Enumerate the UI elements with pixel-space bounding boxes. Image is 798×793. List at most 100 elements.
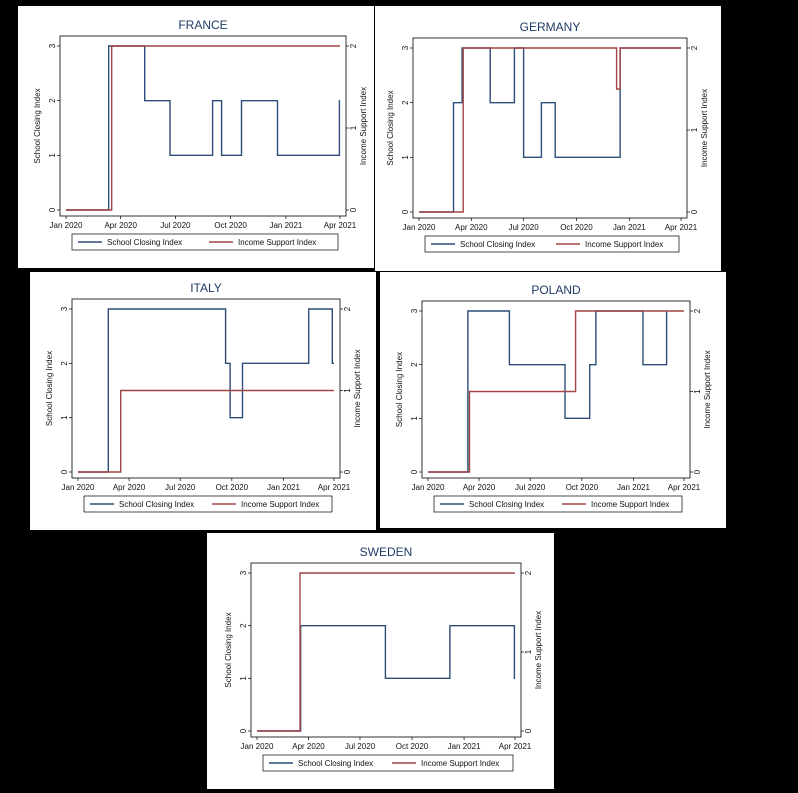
legend-label-income: Income Support Index xyxy=(585,240,663,249)
left-tick-label: 3 xyxy=(60,306,69,311)
x-tick-label: Jan 2020 xyxy=(50,221,83,230)
income-support-line xyxy=(428,310,684,473)
plot-frame xyxy=(421,300,691,479)
legend-label-school: School Closing Index xyxy=(460,240,535,249)
x-tick-label: Jan 2020 xyxy=(241,742,274,751)
right-tick-label: 2 xyxy=(693,308,702,313)
panel-sweden: SWEDEN 0 1 2 3 0 1 2 Jan 2020 Apr 2020 Jul 2020 Oct… xyxy=(207,533,554,789)
plot-frame xyxy=(250,562,522,738)
x-tick-label: Jul 2020 xyxy=(515,483,546,492)
right-tick-label: 2 xyxy=(349,43,358,48)
left-tick-label: 1 xyxy=(410,416,419,421)
legend-label-income: Income Support Index xyxy=(238,238,316,247)
left-tick-label: 3 xyxy=(401,45,410,50)
chart-title: FRANCE xyxy=(178,18,227,32)
chart-svg: ITALY 0 1 2 3 0 1 2 Jan 2020 Apr 2020 Jul 2020 Oct … xyxy=(45,281,362,513)
income-support-line xyxy=(78,389,334,473)
x-tick-label: Apr 2020 xyxy=(292,742,325,751)
school-closing-line xyxy=(419,47,681,213)
right-tick-label: 2 xyxy=(343,306,352,311)
legend-box xyxy=(424,235,680,253)
income-support-line xyxy=(419,47,681,213)
chart-title: POLAND xyxy=(531,283,581,297)
x-tick-label: Apr 2021 xyxy=(499,742,532,751)
x-tick-label: Jan 2020 xyxy=(62,483,95,492)
x-tick-label: Oct 2020 xyxy=(396,742,429,751)
right-tick-label: 0 xyxy=(524,728,533,733)
legend-label-income: Income Support Index xyxy=(241,500,319,509)
income-support-line xyxy=(66,45,340,211)
x-tick-label: Jan 2021 xyxy=(267,483,300,492)
x-tick-label: Apr 2021 xyxy=(668,483,701,492)
right-tick-label: 1 xyxy=(524,649,533,654)
plot-frame xyxy=(412,37,688,219)
income-support-line xyxy=(257,572,515,732)
right-tick-label: 1 xyxy=(690,127,699,132)
left-axis-title: School Closing Index xyxy=(395,352,404,427)
left-tick-label: 1 xyxy=(239,676,248,681)
x-tick-label: Apr 2021 xyxy=(324,221,357,230)
legend-label-school: School Closing Index xyxy=(107,238,182,247)
left-tick-label: 0 xyxy=(410,469,419,474)
right-tick-label: 0 xyxy=(693,469,702,474)
left-tick-label: 2 xyxy=(401,100,410,105)
legend-box xyxy=(262,754,514,772)
chart-title: GERMANY xyxy=(520,20,581,34)
right-axis-title: Income Support Index xyxy=(359,87,368,165)
right-axis-title: Income Support Index xyxy=(700,89,709,167)
left-tick-label: 3 xyxy=(239,570,248,575)
right-tick-label: 1 xyxy=(693,389,702,394)
x-tick-label: Jul 2020 xyxy=(160,221,191,230)
plot-frame xyxy=(59,35,347,217)
right-tick-label: 0 xyxy=(343,469,352,474)
right-tick-label: 2 xyxy=(690,45,699,50)
panel-france: FRANCE 0 1 2 3 0 1 2 Jan 2020 Apr 2020 Jul 2020 Oct… xyxy=(18,6,374,268)
right-axis-title: Income Support Index xyxy=(353,349,362,427)
chart-title: SWEDEN xyxy=(360,545,413,559)
chart-svg: FRANCE 0 1 2 3 0 1 2 Jan 2020 Apr 2020 Jul 2020 Oct… xyxy=(33,18,368,251)
legend-label-income: Income Support Index xyxy=(421,759,499,768)
left-tick-label: 2 xyxy=(410,362,419,367)
left-tick-label: 0 xyxy=(401,209,410,214)
legend-label-income: Income Support Index xyxy=(591,500,669,509)
left-tick-label: 3 xyxy=(48,43,57,48)
x-tick-label: Apr 2021 xyxy=(665,223,698,232)
right-tick-label: 0 xyxy=(349,207,358,212)
legend-box xyxy=(433,495,683,513)
left-tick-label: 2 xyxy=(48,98,57,103)
right-tick-label: 1 xyxy=(349,125,358,130)
x-tick-label: Apr 2020 xyxy=(463,483,496,492)
x-tick-label: Oct 2020 xyxy=(214,221,247,230)
chart-svg: SWEDEN 0 1 2 3 0 1 2 Jan 2020 Apr 2020 Jul 2020 Oct… xyxy=(224,545,543,772)
x-tick-label: Jan 2021 xyxy=(613,223,646,232)
panel-italy: ITALY 0 1 2 3 0 1 2 Jan 2020 Apr 2020 Jul 2020 Oct … xyxy=(30,272,376,530)
x-tick-label: Jul 2020 xyxy=(345,742,376,751)
school-closing-line xyxy=(66,45,341,211)
x-tick-label: Jan 2021 xyxy=(617,483,650,492)
x-tick-label: Jan 2021 xyxy=(448,742,481,751)
x-tick-label: Oct 2020 xyxy=(560,223,593,232)
left-axis-title: School Closing Index xyxy=(224,612,233,687)
right-axis-title: Income Support Index xyxy=(534,611,543,689)
x-tick-label: Jul 2020 xyxy=(508,223,539,232)
legend-box xyxy=(71,233,339,251)
x-tick-label: Apr 2020 xyxy=(455,223,488,232)
right-axis-title: Income Support Index xyxy=(703,350,712,428)
legend-label-school: School Closing Index xyxy=(119,500,194,509)
school-closing-line xyxy=(257,624,516,732)
left-tick-label: 1 xyxy=(48,153,57,158)
right-tick-label: 0 xyxy=(690,209,699,214)
left-tick-label: 2 xyxy=(239,623,248,628)
left-tick-label: 0 xyxy=(239,728,248,733)
plot-frame xyxy=(71,298,341,479)
x-tick-label: Apr 2020 xyxy=(113,483,146,492)
left-tick-label: 2 xyxy=(60,361,69,366)
right-tick-label: 1 xyxy=(343,388,352,393)
x-tick-label: Jan 2020 xyxy=(403,223,436,232)
left-tick-label: 1 xyxy=(60,415,69,420)
x-tick-label: Jan 2021 xyxy=(269,221,302,230)
left-tick-label: 3 xyxy=(410,308,419,313)
left-tick-label: 0 xyxy=(60,469,69,474)
x-tick-label: Oct 2020 xyxy=(216,483,249,492)
legend-label-school: School Closing Index xyxy=(298,759,373,768)
